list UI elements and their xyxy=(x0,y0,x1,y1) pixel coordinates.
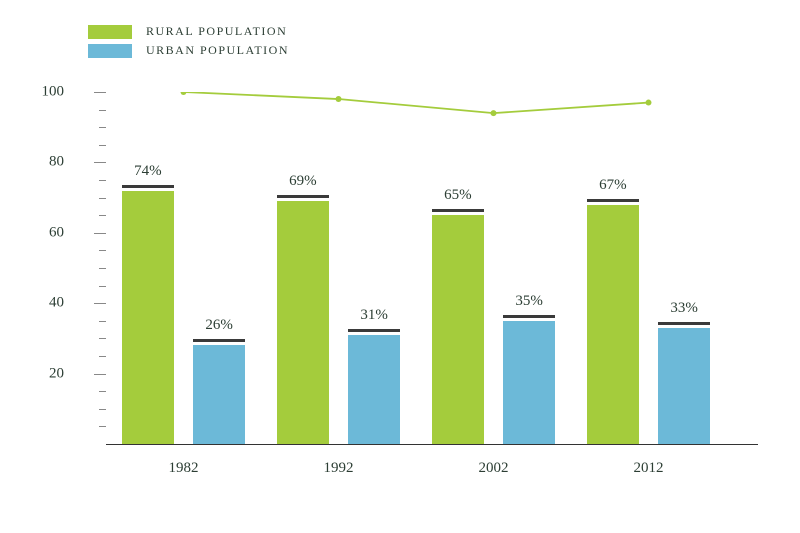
y-tick-minor xyxy=(99,180,106,181)
y-tick-minor xyxy=(99,391,106,392)
legend-label-rural: RURAL POPULATION xyxy=(146,24,287,39)
bar-value-label: 33% xyxy=(670,300,698,317)
x-axis-label: 2002 xyxy=(479,460,509,477)
bar-cap xyxy=(587,199,640,202)
bar-cap xyxy=(193,339,246,342)
y-tick-major xyxy=(94,162,106,163)
legend-swatch-rural xyxy=(88,25,132,39)
x-axis-label: 1992 xyxy=(324,460,354,477)
bar-cap-gap xyxy=(587,202,640,205)
y-tick-major xyxy=(94,303,106,304)
y-axis-label: 80 xyxy=(28,154,64,171)
bar-cap xyxy=(658,322,711,325)
y-axis-label: 100 xyxy=(28,84,64,101)
y-tick-minor xyxy=(99,426,106,427)
bar-cap xyxy=(122,185,175,188)
bar-urban xyxy=(348,335,401,444)
bar-cap xyxy=(277,195,330,198)
bar-cap-gap xyxy=(658,325,711,328)
x-axis-label: 2012 xyxy=(634,460,664,477)
bar-urban xyxy=(193,345,246,444)
bar-cap-gap xyxy=(122,188,175,191)
y-axis-label: 20 xyxy=(28,365,64,382)
bar-value-label: 67% xyxy=(599,177,627,194)
bar-rural xyxy=(277,201,330,444)
y-tick-minor xyxy=(99,268,106,269)
chart: 2040608010074%26%198269%31%199265%35%200… xyxy=(58,92,758,472)
bar-urban xyxy=(658,328,711,444)
y-axis-label: 40 xyxy=(28,295,64,312)
y-tick-minor xyxy=(99,215,106,216)
legend-swatch-urban xyxy=(88,44,132,58)
bar-cap-gap xyxy=(348,332,401,335)
y-tick-minor xyxy=(99,145,106,146)
y-tick-minor xyxy=(99,409,106,410)
y-tick-minor xyxy=(99,110,106,111)
bar-value-label: 65% xyxy=(444,187,472,204)
bar-cap-gap xyxy=(193,342,246,345)
bar-cap xyxy=(432,209,485,212)
x-axis-baseline xyxy=(106,444,758,445)
y-tick-minor xyxy=(99,356,106,357)
bar-cap-gap xyxy=(432,212,485,215)
y-axis-label: 60 xyxy=(28,224,64,241)
y-tick-minor xyxy=(99,198,106,199)
bar-rural xyxy=(587,205,640,444)
bar-value-label: 35% xyxy=(515,293,543,310)
y-tick-major xyxy=(94,92,106,93)
legend-label-urban: URBAN POPULATION xyxy=(146,43,289,58)
legend: RURAL POPULATION URBAN POPULATION xyxy=(88,24,289,58)
bar-rural xyxy=(122,191,175,444)
plot-area xyxy=(106,92,726,444)
legend-item-urban: URBAN POPULATION xyxy=(88,43,289,58)
y-tick-major xyxy=(94,374,106,375)
bar-value-label: 69% xyxy=(289,173,317,190)
bar-urban xyxy=(503,321,556,444)
bar-rural xyxy=(432,215,485,444)
y-tick-minor xyxy=(99,338,106,339)
bar-cap xyxy=(348,329,401,332)
bar-value-label: 31% xyxy=(360,307,388,324)
bar-cap-gap xyxy=(277,198,330,201)
bar-cap xyxy=(503,315,556,318)
y-tick-major xyxy=(94,233,106,234)
legend-item-rural: RURAL POPULATION xyxy=(88,24,289,39)
bar-value-label: 26% xyxy=(205,317,233,334)
x-axis-label: 1982 xyxy=(169,460,199,477)
y-tick-minor xyxy=(99,250,106,251)
bar-value-label: 74% xyxy=(134,163,162,180)
bar-cap-gap xyxy=(503,318,556,321)
y-tick-minor xyxy=(99,286,106,287)
y-tick-minor xyxy=(99,321,106,322)
y-tick-minor xyxy=(99,127,106,128)
